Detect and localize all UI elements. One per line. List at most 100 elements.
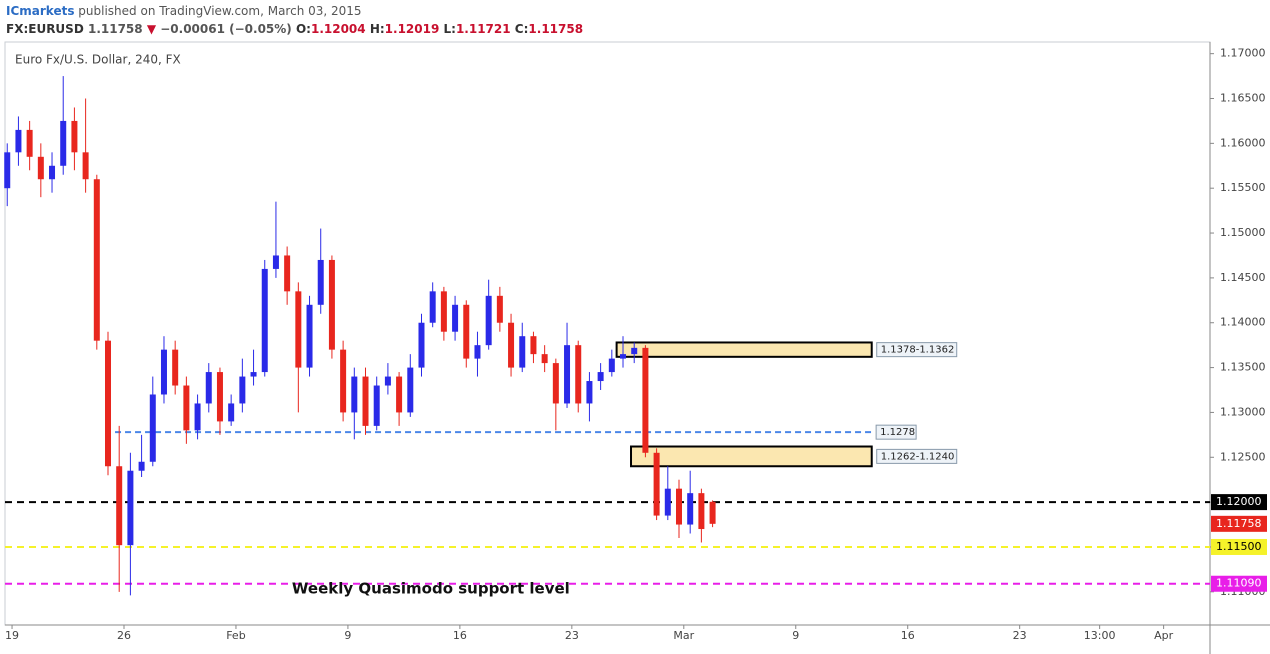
candle-body (384, 376, 391, 386)
candle-body (575, 345, 582, 404)
candle-body (116, 466, 123, 546)
candle-body (541, 354, 548, 364)
quote-line: FX:EURUSD 1.11758 ▼ −0.00061 (−0.05%) O:… (6, 22, 583, 36)
price-tag-label: 1.12000 (1216, 495, 1262, 508)
candle-body (127, 470, 134, 546)
price-tag (1211, 494, 1267, 511)
candle-body (463, 304, 470, 359)
candle-body (608, 358, 615, 373)
candle-body (15, 129, 22, 153)
y-tick-label: 1.16500 (1220, 92, 1266, 105)
current-price-tag (1211, 515, 1267, 532)
candle-body (373, 385, 380, 426)
price: 1.11758 (88, 22, 143, 36)
candle-body (295, 291, 302, 368)
x-tick-label: Apr (1154, 629, 1174, 642)
candle-body (340, 349, 347, 413)
symbol: FX:EURUSD (6, 22, 84, 36)
ohlc-value: 1.12004 (311, 22, 366, 36)
y-tick-label: 1.13000 (1220, 405, 1266, 418)
ohlc-label: C: (515, 22, 529, 36)
candle-body (272, 255, 279, 269)
x-tick-label: Mar (673, 629, 694, 642)
x-tick-label: 23 (1013, 629, 1027, 642)
y-tick-label: 1.14500 (1220, 271, 1266, 284)
x-tick-label: 9 (344, 629, 351, 642)
candle-body (60, 120, 67, 166)
chart-title: Euro Fx/U.S. Dollar, 240, FX (15, 53, 181, 67)
zone-label: 1.1378-1.1362 (881, 345, 955, 356)
candle-body (105, 340, 112, 467)
candle-body (485, 295, 492, 346)
price-tag (1211, 538, 1267, 555)
supply-demand-zone (630, 445, 873, 468)
ohlc-label: H: (370, 22, 385, 36)
y-tick-label: 1.16000 (1220, 136, 1266, 149)
supply-demand-zone (615, 341, 873, 358)
candle-body (261, 268, 268, 373)
x-tick-label: 9 (792, 629, 799, 642)
publisher[interactable]: ICmarkets (6, 4, 74, 18)
candle-body (675, 488, 682, 525)
candle-body (653, 452, 660, 516)
y-tick-label: 1.15000 (1220, 226, 1266, 239)
annotation: Weekly Quasimodo support level (292, 580, 570, 598)
candle-body (552, 363, 559, 404)
x-tick-label: 16 (901, 629, 915, 642)
zone-label-box (876, 448, 958, 464)
x-tick-label: Feb (226, 629, 245, 642)
line-label-box (875, 424, 917, 440)
candle-body (687, 493, 694, 525)
x-tick-label: 13:00 (1084, 629, 1116, 642)
candle-body (239, 376, 246, 404)
price-tag-label: 1.11090 (1216, 577, 1262, 590)
candle-body (317, 259, 324, 305)
candle-body (172, 349, 179, 386)
x-tick-label: 23 (565, 629, 579, 642)
price-tag (1211, 575, 1267, 592)
candle-body (149, 394, 156, 462)
candle-body (664, 488, 671, 516)
candle-body (71, 120, 78, 153)
candle-body (564, 345, 571, 404)
ohlc-label: O: (296, 22, 311, 36)
published: published on TradingView.com, March 03, … (78, 4, 361, 18)
candle-body (183, 385, 190, 431)
change: −0.00061 (−0.05%) (160, 22, 292, 36)
candle-body (362, 376, 369, 426)
y-tick-label: 1.14000 (1220, 316, 1266, 329)
line-label: 1.1278 (880, 427, 915, 438)
candle-body (328, 259, 335, 350)
candle-body (642, 347, 649, 453)
candle-body (284, 255, 291, 292)
y-tick-label: 1.13500 (1220, 361, 1266, 374)
price-tag-label: 1.11500 (1216, 540, 1262, 553)
candle-body (530, 336, 537, 355)
candle-body (429, 291, 436, 323)
y-tick-label: 1.15500 (1220, 181, 1266, 194)
y-tick-label: 1.12500 (1220, 450, 1266, 463)
x-tick-label: 19 (5, 629, 19, 642)
x-tick-label: 16 (453, 629, 467, 642)
zone-label-box (876, 342, 958, 358)
candle-body (306, 304, 313, 368)
candle-body (194, 403, 201, 431)
candle-body (93, 179, 100, 341)
candle-body (597, 372, 604, 382)
ohlc-value: 1.11721 (456, 22, 511, 36)
candle-body (709, 501, 716, 524)
candle-body (519, 336, 526, 368)
candle-body (228, 403, 235, 422)
candle-body (351, 376, 358, 413)
candle-body (496, 295, 503, 323)
candle-body (205, 372, 212, 404)
candle-body (620, 354, 627, 359)
candle-body (407, 367, 414, 413)
candle-body (26, 129, 33, 157)
current-price-label: 1.11758 (1216, 517, 1262, 530)
publish-line: ICmarkets published on TradingView.com, … (6, 4, 362, 18)
candle-body (586, 381, 593, 404)
